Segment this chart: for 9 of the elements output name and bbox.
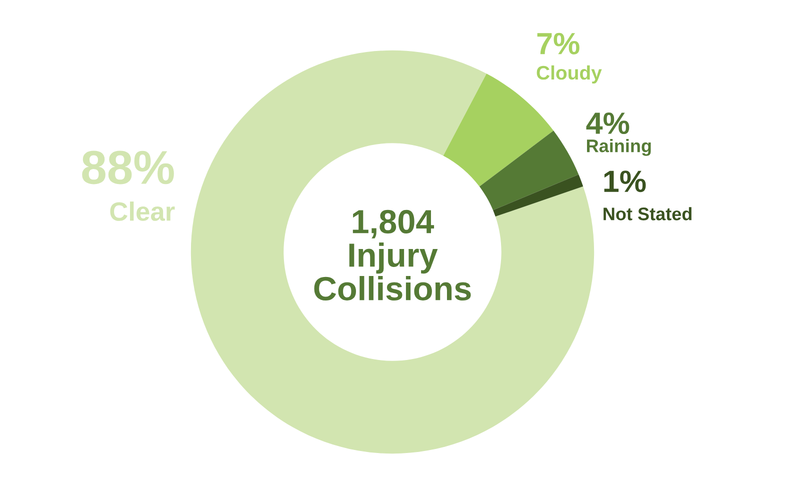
slice-label: Cloudy bbox=[536, 65, 602, 84]
data-label: 88% bbox=[82, 150, 174, 184]
data-label: 7% bbox=[537, 32, 580, 54]
slice-label: Clear bbox=[110, 202, 175, 221]
data-label: 4% bbox=[586, 112, 630, 134]
slice-label: Raining bbox=[587, 139, 651, 156]
data-label: 1% bbox=[604, 170, 646, 192]
text: 1,804 Injury Collisions bbox=[314, 210, 471, 300]
slice-label: Not Stated bbox=[604, 207, 692, 220]
